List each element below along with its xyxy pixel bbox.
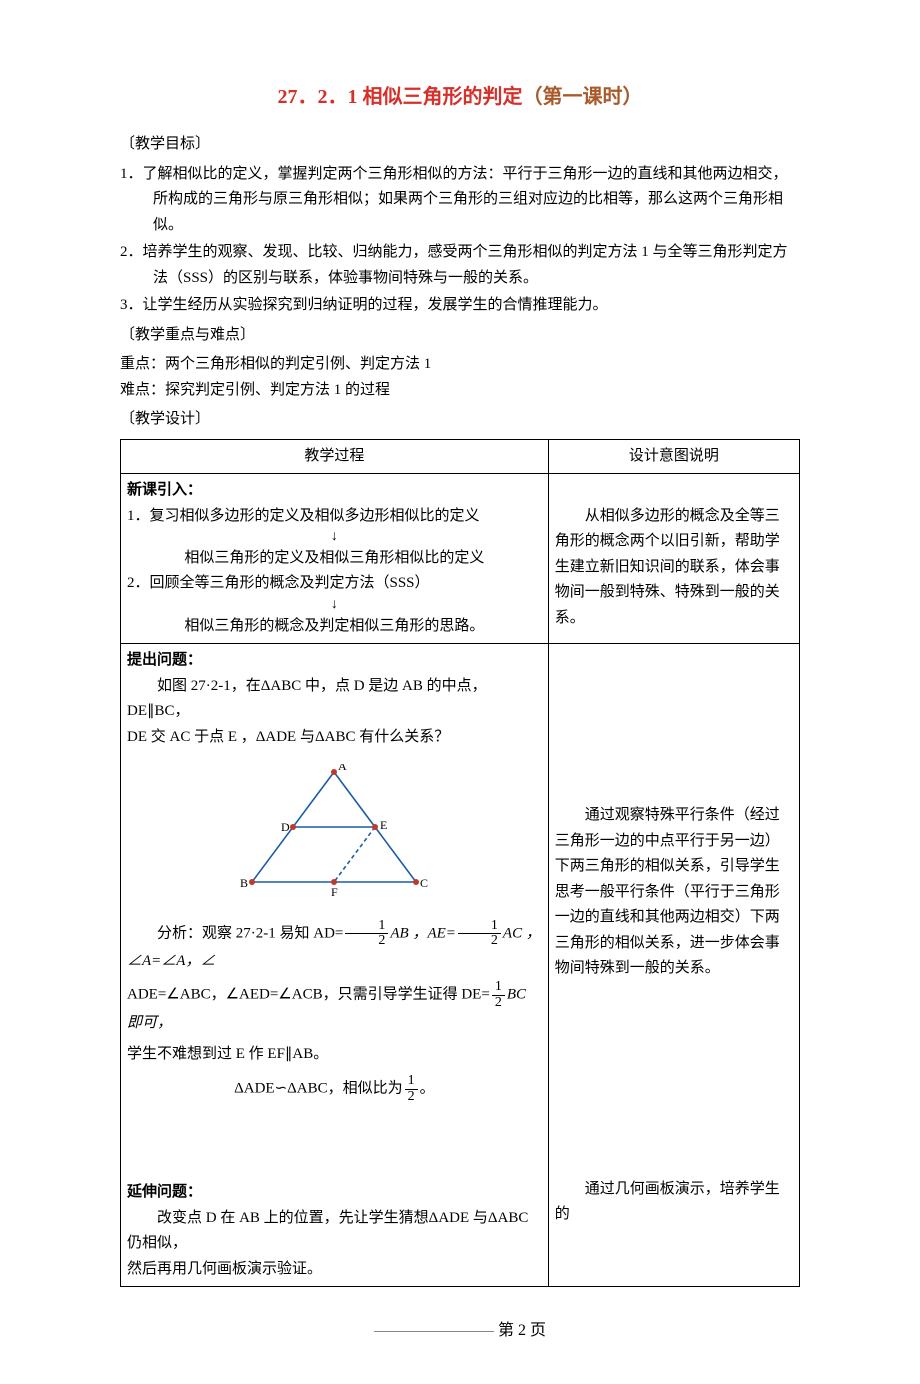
table-row: 提出问题： 如图 27·2-1，在ΔABC 中，点 D 是边 AB 的中点，DE…: [121, 644, 800, 1287]
extension-line-1: 改变点 D 在 AB 上的位置，先让学生猜想ΔADE 与ΔABC 仍相似，: [127, 1206, 542, 1257]
analysis-line-2: ADE=∠ABC，∠AED=∠ACB，只需引导学生证得 DE=12BC 即可，: [127, 980, 542, 1036]
objective-1: 1．了解相似比的定义，掌握判定两个三角形相似的方法：平行于三角形一边的直线和其他…: [120, 162, 800, 239]
down-arrow-icon: ↓: [127, 529, 542, 546]
cell-intro-left: 新课引入： 1．复习相似多边形的定义及相似多边形相似比的定义 ↓ 相似三角形的定…: [121, 474, 549, 644]
lesson-table: 教学过程 设计意图说明 新课引入： 1．复习相似多边形的定义及相似多边形相似比的…: [120, 439, 800, 1288]
extension-line-2: 然后再用几何画板演示验证。: [127, 1257, 542, 1283]
conclusion-line: ΔADE∽ΔABC，相似比为12。: [127, 1074, 542, 1104]
page-title: 27．2．1 相似三角形的判定（第一课时）: [120, 80, 800, 114]
intro-heading: 新课引入：: [127, 478, 542, 504]
intro-line-1a: 相似三角形的定义及相似三角形相似比的定义: [127, 546, 542, 572]
cell-problem-left: 提出问题： 如图 27·2-1，在ΔABC 中，点 D 是边 AB 的中点，DE…: [121, 644, 549, 1287]
svg-text:F: F: [331, 885, 338, 899]
title-main: 27．2．1 相似三角形的判定: [278, 86, 523, 108]
down-arrow-icon: ↓: [127, 597, 542, 614]
fraction-half: 12: [492, 980, 505, 1010]
objectives-label: 〔教学目标〕: [120, 132, 800, 158]
extension-heading: 延伸问题：: [127, 1180, 542, 1206]
cell-problem-right: 通过观察特殊平行条件（经过三角形一边的中点平行于另一边）下两三角形的相似关系，引…: [548, 644, 799, 1287]
keypoints-label: 〔教学重点与难点〕: [120, 323, 800, 349]
fraction-half: 12: [345, 919, 388, 949]
analysis-line-3: 学生不难想到过 E 作 EF∥AB。: [127, 1042, 542, 1068]
problem-text-1: 如图 27·2-1，在ΔABC 中，点 D 是边 AB 的中点，DE∥BC，: [127, 674, 542, 725]
svg-text:E: E: [380, 818, 387, 832]
title-sub: （第一课时）: [523, 86, 643, 108]
keypoint-difficulty: 难点：探究判定引例、判定方法 1 的过程: [120, 378, 800, 404]
footer-rule: [374, 1331, 494, 1332]
objective-3: 3．让学生经历从实验探究到归纳证明的过程，发展学生的合情推理能力。: [120, 293, 800, 319]
triangle-svg: A B C D E F: [234, 764, 434, 899]
fraction-half: 12: [458, 919, 501, 949]
problem-text-2: DE 交 AC 于点 E ，ΔADE 与ΔABC 有什么关系？: [127, 725, 542, 751]
page-number: 第 2 页: [498, 1322, 546, 1339]
page-footer: 第 2 页: [120, 1317, 800, 1344]
intro-line-2: 2．回顾全等三角形的概念及判定方法（SSS）: [127, 571, 542, 597]
keypoint-focus: 重点：两个三角形相似的判定引例、判定方法 1: [120, 352, 800, 378]
table-row: 新课引入： 1．复习相似多边形的定义及相似多边形相似比的定义 ↓ 相似三角形的定…: [121, 474, 800, 644]
problem-explain-2: 通过几何画板演示，培养学生的: [555, 1177, 793, 1228]
triangle-diagram: A B C D E F: [127, 764, 542, 909]
header-intent: 设计意图说明: [548, 439, 799, 474]
header-process: 教学过程: [121, 439, 549, 474]
intro-explain: 从相似多边形的概念及全等三角形的概念两个以旧引新，帮助学生建立新旧知识间的联系，…: [555, 504, 793, 632]
fraction-half: 12: [405, 1074, 418, 1104]
problem-heading: 提出问题：: [127, 648, 542, 674]
svg-text:D: D: [281, 820, 290, 834]
svg-text:B: B: [240, 876, 248, 890]
table-header-row: 教学过程 设计意图说明: [121, 439, 800, 474]
analysis-line-1: 分析：观察 27·2-1 易知 AD=12AB ，AE=12AC ，∠A=∠A，…: [127, 919, 542, 975]
cell-intro-right: 从相似多边形的概念及全等三角形的概念两个以旧引新，帮助学生建立新旧知识间的联系，…: [548, 474, 799, 644]
intro-line-1: 1．复习相似多边形的定义及相似多边形相似比的定义: [127, 504, 542, 530]
objective-2: 2．培养学生的观察、发现、比较、归纳能力，感受两个三角形相似的判定方法 1 与全…: [120, 240, 800, 291]
svg-text:C: C: [420, 876, 428, 890]
design-label: 〔教学设计〕: [120, 407, 800, 433]
intro-line-2a: 相似三角形的概念及判定相似三角形的思路。: [127, 614, 542, 640]
problem-explain-1: 通过观察特殊平行条件（经过三角形一边的中点平行于另一边）下两三角形的相似关系，引…: [555, 803, 793, 982]
svg-text:A: A: [338, 764, 347, 773]
